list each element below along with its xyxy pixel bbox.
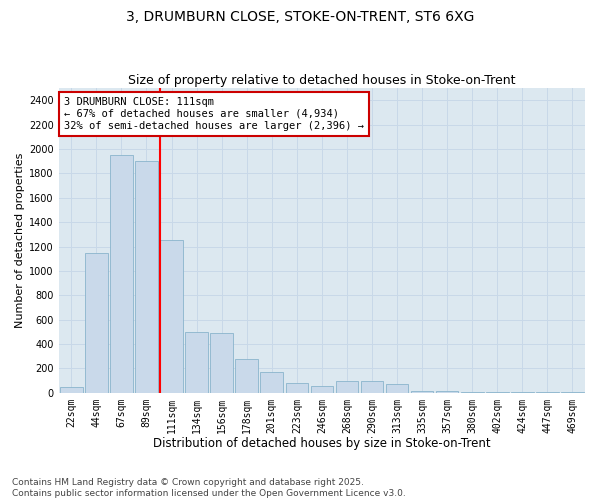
Title: Size of property relative to detached houses in Stoke-on-Trent: Size of property relative to detached ho… (128, 74, 515, 87)
Text: 3, DRUMBURN CLOSE, STOKE-ON-TRENT, ST6 6XG: 3, DRUMBURN CLOSE, STOKE-ON-TRENT, ST6 6… (126, 10, 474, 24)
Bar (235, 359, 258, 392)
Text: Contains HM Land Registry data © Crown copyright and database right 2025.
Contai: Contains HM Land Registry data © Crown c… (12, 478, 406, 498)
Bar (135, 162, 158, 392)
Bar (386, 384, 409, 392)
Bar (110, 155, 133, 392)
Bar (260, 372, 283, 392)
Bar (286, 383, 308, 392)
Y-axis label: Number of detached properties: Number of detached properties (15, 153, 25, 328)
Bar (185, 332, 208, 392)
Bar (311, 386, 333, 392)
Bar (335, 380, 358, 392)
Bar (85, 252, 107, 392)
Bar (160, 240, 183, 392)
Bar (60, 386, 83, 392)
X-axis label: Distribution of detached houses by size in Stoke-on-Trent: Distribution of detached houses by size … (153, 437, 491, 450)
Bar (361, 380, 383, 392)
Text: 3 DRUMBURN CLOSE: 111sqm
← 67% of detached houses are smaller (4,934)
32% of sem: 3 DRUMBURN CLOSE: 111sqm ← 67% of detach… (64, 98, 364, 130)
Bar (211, 333, 233, 392)
Bar (436, 390, 458, 392)
